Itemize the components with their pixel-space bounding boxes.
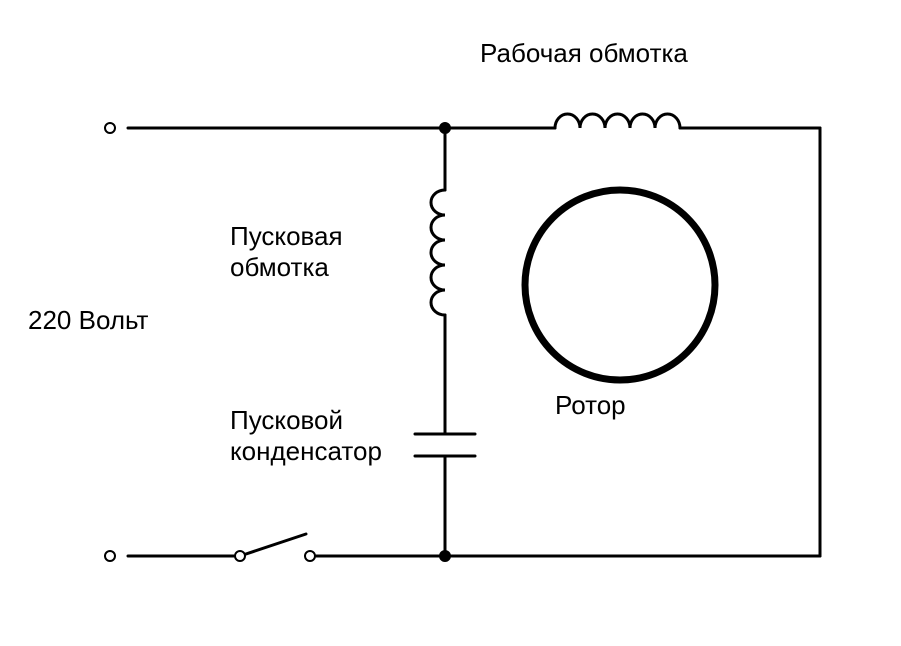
circuit-diagram: Рабочая обмотка Пусковая обмотка 220 Вол…	[0, 0, 901, 646]
label-rotor: Ротор	[555, 390, 626, 421]
label-start-capacitor: Пусковой конденсатор	[230, 405, 382, 467]
label-main-winding: Рабочая обмотка	[480, 38, 688, 69]
label-voltage-source: 220 Вольт	[28, 305, 148, 336]
label-start-winding: Пусковая обмотка	[230, 221, 343, 283]
